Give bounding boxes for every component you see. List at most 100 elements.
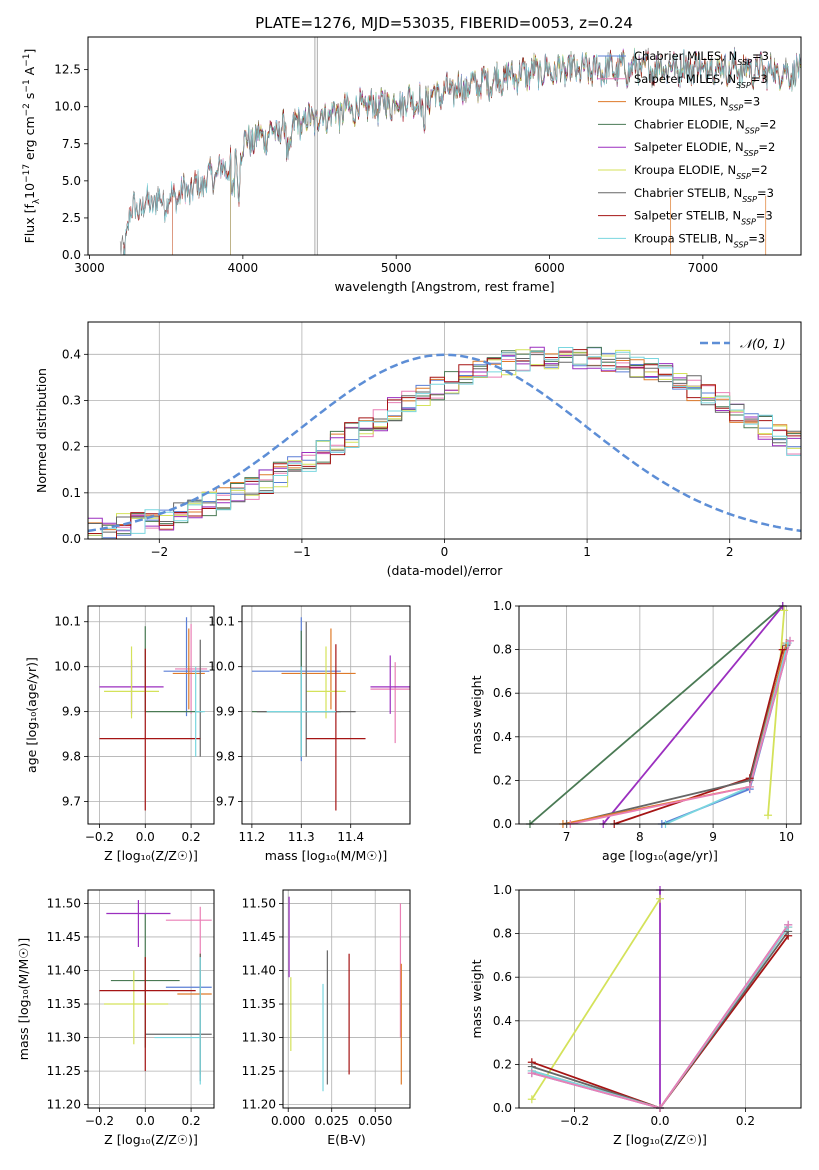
y-tick-label: 0.4 bbox=[493, 1014, 512, 1028]
age_vs_Z-plot bbox=[99, 617, 210, 811]
hist-kroupa-elodie bbox=[88, 349, 801, 539]
x-tick-label: −0.2 bbox=[85, 830, 114, 844]
legend-label: Kroupa ELODIE, NSSP=2 bbox=[634, 163, 768, 181]
hist-salpeter-miles bbox=[88, 350, 801, 539]
y-tick-label: 11.20 bbox=[47, 1098, 81, 1112]
y-tick-label: 0.4 bbox=[62, 347, 81, 361]
x-tick-label: 11.4 bbox=[337, 830, 364, 844]
weight-line-kroupa-elodie bbox=[531, 898, 661, 1100]
y-tick-label: 9.9 bbox=[62, 705, 81, 719]
y-tick-label: 11.45 bbox=[47, 930, 81, 944]
errorbar-salpeter-miles bbox=[165, 906, 212, 988]
x-tick-label: 6000 bbox=[534, 261, 565, 275]
x-tick-label: 11.3 bbox=[288, 830, 315, 844]
weight-marker bbox=[786, 636, 795, 645]
axes-frame bbox=[87, 605, 215, 825]
y-tick-label: 9.7 bbox=[62, 795, 81, 809]
x-tick-label: 2 bbox=[726, 545, 734, 559]
x-tick-label: 11.2 bbox=[239, 830, 266, 844]
weight-line-chabrier-stelib bbox=[531, 930, 789, 1108]
axes-frame bbox=[518, 605, 802, 825]
weight-line-salpeter-elodie bbox=[602, 606, 784, 824]
y-tick-label: 11.45 bbox=[242, 930, 276, 944]
spectrum-axes: 3000 4000 5000 6000 7000 0.0 2.5 5.0 7.5 10.0 12.5… bbox=[54, 63, 718, 294]
y-tick-label: 7.5 bbox=[62, 137, 81, 151]
y-tick-label: 10.1 bbox=[54, 615, 81, 629]
legend-label: Salpeter STELIB, NSSP=3 bbox=[634, 209, 773, 227]
y-tick-label: 11.30 bbox=[242, 1031, 276, 1045]
x-axis-label: E(B-V) bbox=[327, 1132, 366, 1147]
x-axis-label: age [log₁₀(age/yr)] bbox=[602, 848, 718, 863]
y-tick-label: 11.35 bbox=[47, 997, 81, 1011]
errorbar-kroupa-miles bbox=[281, 628, 356, 710]
y-tick-label: 12.5 bbox=[54, 63, 81, 77]
weight_vs_Z-axes: −0.2 0.0 0.2 0.0 0.2 0.4 0.6 0.8 1.0 Z [log₁₀(Z/Z… bbox=[493, 883, 801, 1147]
y-tick-label: 0.0 bbox=[62, 248, 81, 262]
weight-line-chabrier-elodie bbox=[529, 606, 784, 824]
y-tick-label: 0.8 bbox=[493, 643, 512, 657]
y-tick-label: 11.25 bbox=[47, 1064, 81, 1078]
errorbar-chabrier-miles bbox=[251, 617, 341, 762]
y-tick-label: 9.7 bbox=[216, 795, 235, 809]
x-tick-label: −0.2 bbox=[85, 1114, 114, 1128]
errorbar-salpeter-stelib bbox=[99, 957, 196, 1072]
hist-salpeter-stelib bbox=[88, 349, 801, 539]
weight-line-salpeter-stelib bbox=[531, 935, 789, 1108]
x-tick-label: 0.0 bbox=[650, 1114, 669, 1128]
errorbar-kroupa-stelib bbox=[195, 666, 205, 757]
model-spectrum-kroupa-stelib bbox=[123, 47, 801, 255]
axes-frame bbox=[87, 889, 215, 1109]
x-tick-label: −1 bbox=[293, 545, 311, 559]
errorbar-kroupa-miles bbox=[177, 953, 212, 1075]
weight-marker bbox=[527, 1069, 536, 1078]
y-tick-label: 0.1 bbox=[62, 486, 81, 500]
x-tick-label: 8 bbox=[636, 830, 644, 844]
y-tick-label: 0.0 bbox=[493, 1101, 512, 1115]
axes-frame bbox=[518, 889, 802, 1109]
x-tick-label: 0.2 bbox=[182, 1114, 201, 1128]
y-tick-label: 2.5 bbox=[62, 211, 81, 225]
hist-kroupa-miles bbox=[88, 351, 801, 531]
axes-frame bbox=[87, 321, 802, 540]
x-tick-label: 7 bbox=[563, 830, 571, 844]
x-tick-label: 0.2 bbox=[736, 1114, 755, 1128]
axes-frame bbox=[282, 889, 411, 1109]
x-tick-label: 10 bbox=[779, 830, 794, 844]
x-tick-label: 5000 bbox=[381, 261, 412, 275]
errorbar-salpeter-elodie bbox=[106, 900, 171, 948]
weight-marker bbox=[656, 894, 664, 903]
legend-label: 𝒩(0, 1) bbox=[740, 336, 786, 351]
y-tick-label: 10.0 bbox=[208, 660, 235, 674]
weight-line-salpeter-miles bbox=[531, 924, 789, 1108]
weight_vs_age-axes: 7 8 9 10 0.0 0.2 0.4 0.6 0.8 1.0 age [log₁₀(age/yr… bbox=[493, 599, 801, 863]
y-axis-label: mass weight bbox=[469, 675, 484, 754]
x-tick-label: 7000 bbox=[688, 261, 719, 275]
age_vs_mass-plot bbox=[251, 617, 410, 811]
spectrum-plot bbox=[119, 37, 801, 255]
errorbar-salpeter-miles bbox=[370, 662, 410, 744]
weight_vs_Z-plot bbox=[531, 890, 789, 1108]
errorbar-kroupa-elodie bbox=[104, 970, 169, 1045]
errorbar-kroupa-stelib bbox=[154, 957, 201, 1085]
residuals-axes: −2 −1 0 1 2 0.0 0.1 0.2 0.3 0.4 (data-model)/error bbox=[62, 322, 801, 578]
y-tick-label: 0.4 bbox=[493, 730, 512, 744]
x-tick-label: −0.2 bbox=[560, 1114, 589, 1128]
axes-frame bbox=[87, 36, 802, 256]
y-tick-label: 10.0 bbox=[54, 100, 81, 114]
x-tick-label: 0.025 bbox=[315, 1114, 349, 1128]
x-tick-label: 0.000 bbox=[271, 1114, 305, 1128]
errorbar-chabrier-elodie bbox=[251, 630, 341, 757]
errorbar-kroupa-miles bbox=[172, 628, 205, 710]
weight-marker bbox=[527, 1095, 536, 1104]
legend-label: Salpeter MILES, NSSP=3 bbox=[634, 72, 768, 90]
y-tick-label: 11.40 bbox=[47, 963, 81, 977]
legend-label: Kroupa MILES, NSSP=3 bbox=[634, 95, 760, 113]
legend-label: Salpeter ELODIE, NSSP=2 bbox=[634, 140, 775, 158]
legend-label: Chabrier ELODIE, NSSP=2 bbox=[634, 117, 776, 135]
weight-line-kroupa-miles bbox=[562, 642, 788, 824]
y-axis-label: mass [log₁₀(M/M☉)] bbox=[16, 938, 31, 1060]
y-tick-label: 11.50 bbox=[47, 896, 81, 910]
y-tick-label: 5.0 bbox=[62, 174, 81, 188]
errorbar-salpeter-elodie bbox=[370, 655, 410, 714]
mass_vs_ebv-plot bbox=[288, 896, 402, 1092]
